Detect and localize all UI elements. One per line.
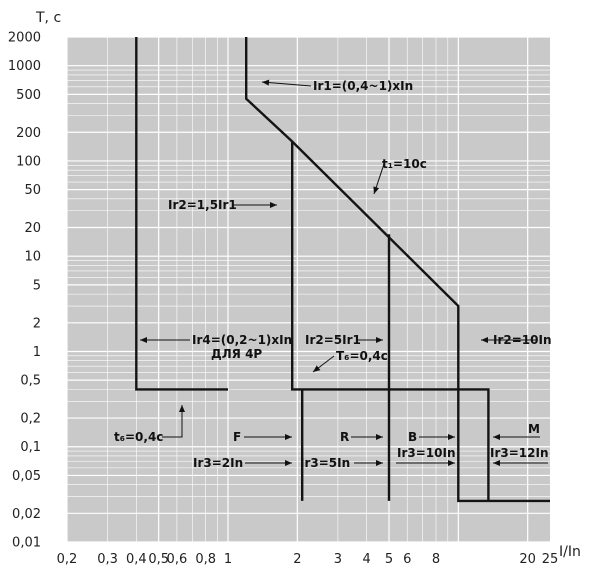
curve-line [244,37,550,503]
y-tick-label: 500 [16,88,41,103]
annotation-label: M [528,422,540,436]
annotation-arrowhead [376,460,383,466]
curve-line [291,141,490,501]
annotation-label: t₆=0,4c [114,430,163,444]
y-tick-label: 0,5 [20,374,41,389]
x-tick-label: 8 [432,552,440,567]
x-tick-label: 0,8 [195,552,216,567]
annotation-label: Ir4=(0,2~1)xIn [192,333,292,347]
y-tick-label: 2 [33,316,41,331]
annotation-label: R [340,430,349,444]
annotation-label: Ir3=10In [397,446,456,460]
annotation-label: F [233,430,241,444]
annotation-label: Ir1=(0,4~1)xIn [313,79,413,93]
y-tick-label: 1 [33,345,41,360]
annotation-arrowhead [179,405,185,412]
y-tick-label: 0,1 [20,440,41,455]
annotation-label: Ir3=12In [490,446,549,460]
y-tick-label: 0,01 [12,536,41,551]
y-tick-label: 2000 [8,31,41,46]
x-tick-label: 25 [542,552,559,567]
x-tick-label: 6 [403,552,411,567]
plot-area [67,37,550,542]
x-tick-label: 3 [334,552,342,567]
annotation-arrowhead [270,202,277,208]
annotation-arrowhead [448,460,455,466]
annotation-arrowhead [313,365,321,372]
y-axis-title: T, c [35,10,61,26]
x-tick-label: 0,4 [126,552,147,567]
x-tick-label: 1 [224,552,232,567]
x-tick-label: 0,6 [167,552,188,567]
annotation-arrowhead [481,337,488,343]
annotation-arrowhead [285,434,292,440]
annotation-label: Ir2=5Ir1 [305,333,361,347]
annotation-arrow-line [162,405,183,438]
series-group [135,37,550,503]
annotation-arrowhead [140,337,147,343]
annotation-arrowhead [285,460,292,466]
y-tick-label: 50 [24,183,41,198]
y-tick-label: 20 [24,221,41,236]
x-tick-label: 4 [363,552,371,567]
y-tick-label: 0,05 [12,469,41,484]
annotation-label: Ir3=2In [193,456,243,470]
annotation-label: ДЛЯ 4Р [211,347,262,361]
annotation-arrowhead [493,434,500,440]
y-tick-label: 200 [16,126,41,141]
annotation-arrow-line [261,81,312,87]
x-tick-label: 20 [519,552,536,567]
annotation-arrowhead [493,460,500,466]
x-tick-label: 0,2 [57,552,78,567]
y-tick-label: 0,02 [12,507,41,522]
curve-line [135,37,228,391]
annotation-label: T₆=0,4c [336,349,388,363]
annotation-arrowhead [373,186,380,194]
annotation-arrowhead [448,434,455,440]
annotation-label: Ir2=1,5Ir1 [168,198,237,212]
y-tick-label: 10 [24,250,41,265]
y-tick-label: 1000 [8,59,41,74]
x-axis-title: I/In [559,544,581,560]
annotations-group: Ir1=(0,4~1)xIn t₁=10c Ir2=1,5Ir1 Ir4=(0,2~1… [114,79,552,470]
y-tick-label: 5 [33,278,41,293]
x-tick-label: 0,5 [148,552,169,567]
tick-labels: 0,2 0,3 0,4 0,50,6 0,8 1 2 3 4 5 6 8 20 2520001000500… [8,31,558,568]
annotation-arrowhead [376,337,383,343]
annotation-label: B [408,430,417,444]
y-tick-label: 0,2 [20,412,41,427]
y-tick-label: 100 [16,154,41,169]
x-tick-label: 5 [385,552,393,567]
annotation-label: t₁=10c [382,157,427,171]
annotation-arrowhead [262,79,270,86]
x-tick-label: 2 [293,552,301,567]
annotation-arrowhead [376,434,383,440]
x-tick-label: 0,3 [97,552,118,567]
annotation-label: Ir3=5In [300,456,350,470]
